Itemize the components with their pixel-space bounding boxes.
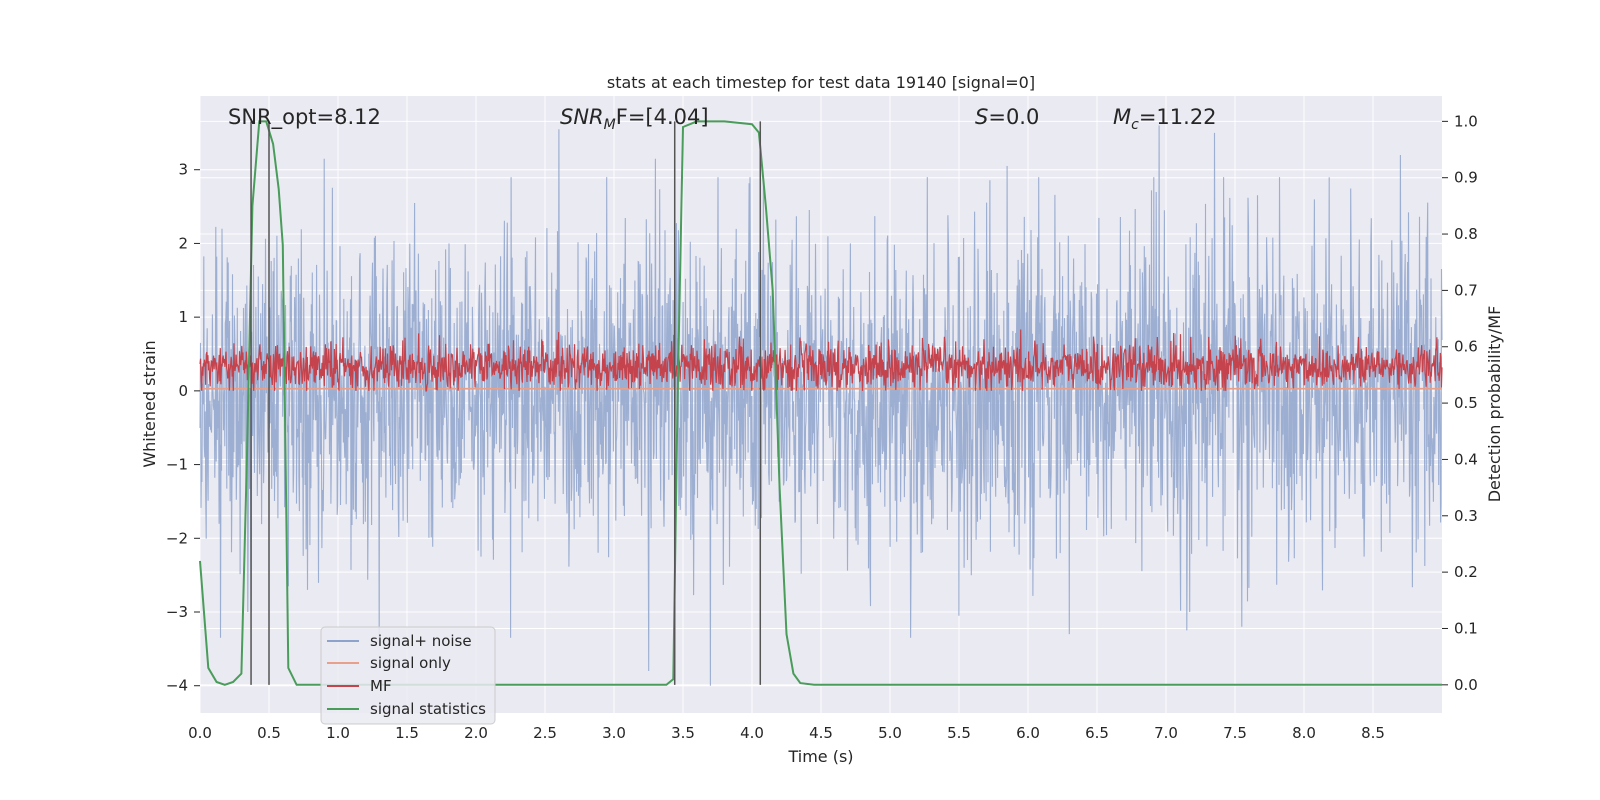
y-tick-label: −3 [166,603,188,621]
x-tick-label: 1.0 [326,724,350,742]
y-tick-label: −1 [166,456,188,474]
x-tick-label: 5.0 [878,724,902,742]
y-tick-label: 2 [178,234,188,252]
legend: signal+ noise signal only MF signal stat… [320,626,496,725]
y2-tick-label: 0.1 [1454,619,1478,637]
x-tick-label: 1.5 [395,724,419,742]
tick-layer: 0.0 0.5 1.0 1.5 2.0 2.5 3.0 3.5 4.0 4.5 5.0 5.5 6.0 6… [166,112,1478,742]
y2-tick-label: 1.0 [1454,112,1478,130]
chart-title: stats at each timestep for test data 191… [607,73,1035,92]
y2-tick-label: 0.3 [1454,507,1478,525]
x-tick-label: 2.0 [464,724,488,742]
y-tick-label: 0 [178,382,188,400]
legend-label-signal-only: signal only [370,654,451,672]
y-tick-label: 1 [178,308,188,326]
legend-label-signal-statistics: signal statistics [370,700,486,718]
x-tick-label: 4.0 [740,724,764,742]
annotation-layer: SNR_opt=8.12 SNRMF=[4.04] S=0.0 Mc=11.22 [228,105,1217,133]
y-tick-label: −4 [166,677,188,695]
x-tick-label: 6.5 [1085,724,1109,742]
y2-tick-label: 0.4 [1454,450,1478,468]
x-tick-label: 0.5 [257,724,281,742]
x-tick-label: 3.0 [602,724,626,742]
x-tick-label: 8.5 [1361,724,1385,742]
x-tick-label: 5.5 [947,724,971,742]
y2-tick-label: 0.7 [1454,281,1478,299]
y-axis-label: Whitened strain [140,340,159,467]
y-tick-label: −2 [166,529,188,547]
y2-tick-label: 0.5 [1454,394,1478,412]
x-tick-label: 0.0 [188,724,212,742]
series-signal-statistics-line [199,120,1442,686]
x-tick-label: 4.5 [809,724,833,742]
legend-label-signal-noise: signal+ noise [370,632,472,650]
marker-layer [250,121,762,685]
annotation-s: S=0.0 [975,105,1039,129]
y2-axis-label: Detection probability/MF [1485,306,1504,503]
series-layer [199,120,1443,686]
legend-label-mf: MF [370,677,392,695]
y2-tick-label: 0.9 [1454,169,1478,187]
x-tick-label: 6.0 [1016,724,1040,742]
series-mf-line [199,329,1443,392]
x-tick-label: 2.5 [533,724,557,742]
x-tick-label: 8.0 [1292,724,1316,742]
y2-tick-label: 0.8 [1454,225,1478,243]
legend-box [320,626,496,725]
y2-tick-label: 0.0 [1454,676,1478,694]
annotation-snr-opt: SNR_opt=8.12 [228,105,381,130]
y2-tick-label: 0.6 [1454,338,1478,356]
y-tick-label: 3 [178,161,188,179]
series-signal-noise-line [199,125,1443,686]
annotation-mc: Mc=11.22 [1113,105,1217,133]
x-tick-label: 3.5 [671,724,695,742]
x-axis-label: Time (s) [787,747,853,766]
y2-tick-label: 0.2 [1454,563,1478,581]
annotation-snr-mf: SNRMF=[4.04] [560,105,709,133]
x-tick-label: 7.5 [1223,724,1247,742]
x-tick-label: 7.0 [1154,724,1178,742]
